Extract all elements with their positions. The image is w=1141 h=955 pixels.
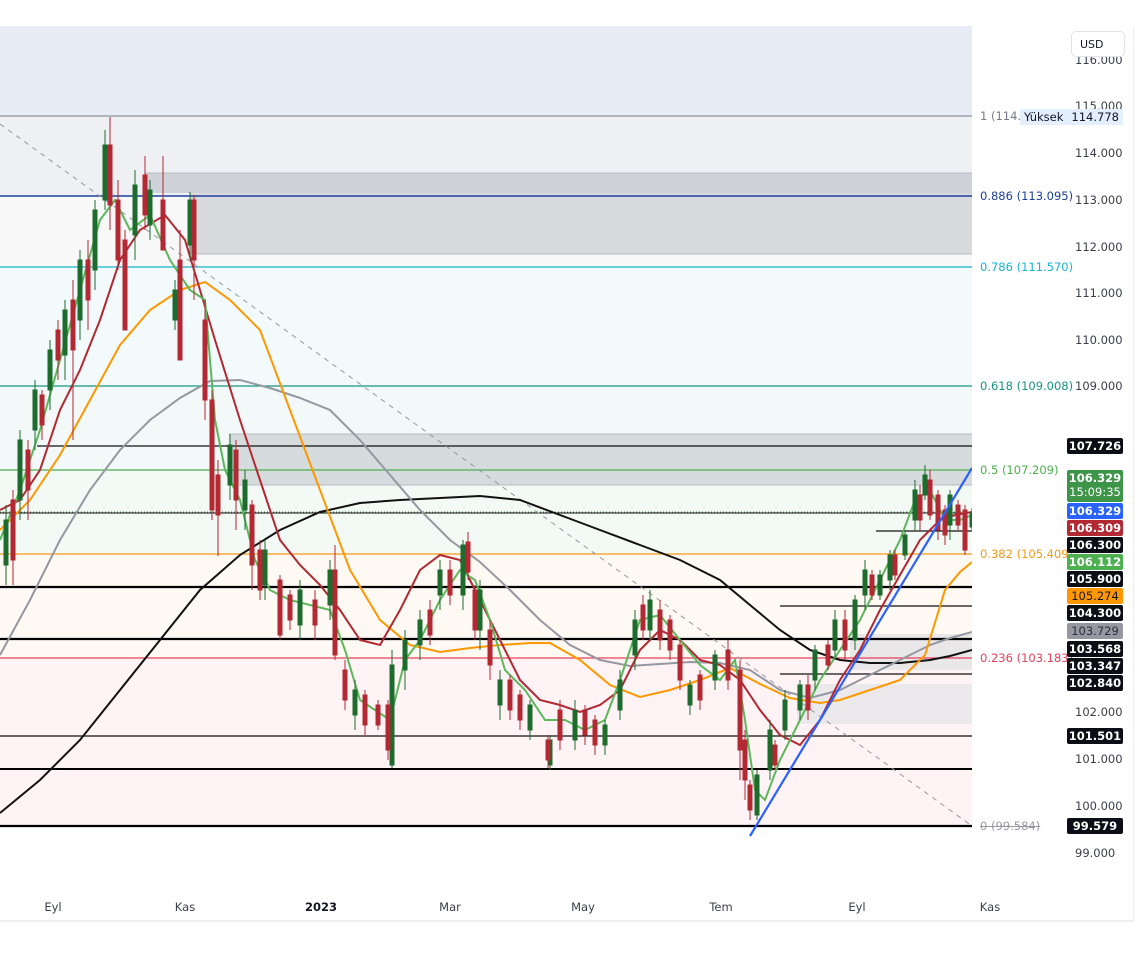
- price-tick: 100.000: [1075, 799, 1123, 813]
- price-badge-blue: 106.329: [1067, 503, 1123, 519]
- price-badge-level: 101.501: [1067, 728, 1123, 744]
- price-tick: 102.000: [1075, 705, 1123, 719]
- price-tick: 101.000: [1075, 752, 1123, 766]
- time-tick: Kas: [174, 900, 196, 914]
- time-tick: Eyl: [848, 900, 866, 914]
- price-tick: 112.000: [1075, 240, 1123, 254]
- price-tick: 113.000: [1075, 193, 1123, 207]
- chart-frame: [0, 26, 1134, 922]
- time-tick-year: 2023: [304, 900, 338, 914]
- bar-countdown: 15:09:35: [1069, 485, 1121, 499]
- price-badge-level: 105.900: [1067, 571, 1123, 587]
- last-price-value: 106.329: [1068, 471, 1122, 485]
- price-badge-level: 106.300: [1067, 537, 1123, 553]
- currency-button[interactable]: USD: [1071, 31, 1125, 57]
- fib-label-0618: 0.618 (109.008): [980, 379, 1074, 393]
- high-marker-text: Yüksek: [1024, 110, 1064, 124]
- price-badge-level: 107.726: [1067, 438, 1123, 454]
- high-marker-label: Yüksek 114.778: [1020, 109, 1123, 125]
- candles: [3, 117, 972, 820]
- time-tick: Mar: [439, 900, 461, 914]
- fib-label-0786: 0.786 (111.570): [980, 260, 1074, 274]
- price-badge-ma-fast: 106.112: [1067, 554, 1123, 570]
- price-badge-low: 99.579: [1067, 818, 1123, 834]
- price-tick: 111.000: [1075, 286, 1123, 300]
- price-tick: 114.000: [1075, 146, 1123, 160]
- chart-plot-area[interactable]: [0, 26, 972, 894]
- price-tick: 99.000: [1075, 846, 1116, 860]
- price-badge-level: 104.300: [1067, 605, 1123, 621]
- time-tick: Eyl: [44, 900, 62, 914]
- fib-label-05: 0.5 (107.209): [980, 463, 1059, 477]
- time-tick: May: [571, 900, 595, 914]
- chart-canvas: [0, 26, 972, 837]
- high-marker-value: 114.778: [1071, 110, 1119, 124]
- fib-label-0382: 0.382 (105.409): [980, 547, 1074, 561]
- price-badge-level: 102.840: [1067, 675, 1123, 691]
- price-badge-ma100: 103.729: [1067, 623, 1123, 639]
- price-tick: 110.000: [1075, 333, 1123, 347]
- price-badge-ma50: 105.274: [1067, 588, 1123, 604]
- time-axis[interactable]: Eyl Kas 2023 Mar May Tem Eyl Kas: [0, 894, 1133, 918]
- price-badge-ma20: 106.309: [1067, 520, 1123, 536]
- price-tick: 109.000: [1075, 379, 1123, 393]
- price-axis[interactable]: 116.000 115.000 114.000 113.000 112.000 …: [972, 26, 1133, 894]
- time-tick: Kas: [979, 900, 1001, 914]
- fib-label-0: 0 (99.584): [980, 819, 1041, 833]
- time-tick: Tem: [709, 900, 733, 914]
- fib-label-0236: 0.236 (103.183): [980, 651, 1074, 665]
- last-price-badge: 106.329 15:09:35: [1067, 470, 1123, 502]
- fib-label-1: 1 (114.8: [980, 109, 1029, 123]
- fib-label-0886: 0.886 (113.095): [980, 189, 1074, 203]
- price-badge-ma200: 103.347: [1067, 658, 1123, 674]
- price-badge-level: 103.568: [1067, 641, 1123, 657]
